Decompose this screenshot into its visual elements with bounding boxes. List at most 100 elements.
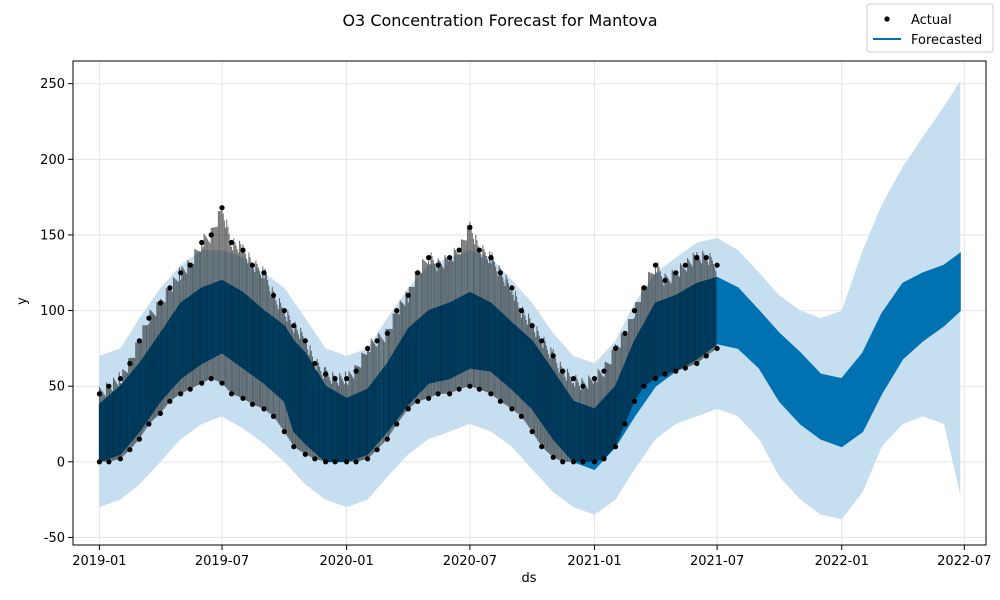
x-axis-ticks: 2019-01 2019-07 2020-01 2020-07 2021-01 2021-… — [72, 545, 991, 569]
actual-point — [96, 391, 102, 397]
actual-point — [539, 338, 545, 344]
actual-point — [570, 459, 577, 465]
actual-point — [641, 285, 647, 291]
actual-point — [509, 406, 515, 412]
x-tick-label: 2021-01 — [567, 554, 621, 569]
x-tick-label: 2019-07 — [195, 554, 249, 569]
actual-point — [435, 262, 441, 268]
actual-point — [476, 386, 482, 392]
actual-point — [456, 247, 462, 253]
actual-point — [560, 368, 566, 374]
x-tick-label: 2020-01 — [319, 554, 373, 569]
y-axis-ticks: -50 0 50 100 150 200 250 — [40, 77, 73, 546]
y-tick-label: 250 — [40, 77, 65, 92]
actual-point — [405, 406, 411, 412]
actual-point — [167, 398, 173, 404]
actual-point — [631, 308, 638, 314]
actual-point — [591, 376, 598, 382]
actual-point — [622, 330, 628, 336]
actual-point — [291, 323, 297, 329]
actual-point — [353, 368, 359, 374]
actual-point — [601, 456, 607, 462]
actual-point — [157, 410, 163, 416]
actual-point — [560, 459, 566, 465]
actual-point — [136, 338, 142, 344]
actual-point — [550, 454, 556, 460]
actual-point — [601, 368, 607, 374]
actual-point — [612, 444, 619, 450]
plot-frame — [72, 60, 987, 546]
actual-point — [426, 395, 432, 401]
actual-point — [208, 232, 214, 238]
actual-point — [529, 429, 535, 435]
actual-point — [302, 451, 308, 457]
actual-point — [673, 368, 679, 374]
actual-point — [518, 308, 525, 314]
actual-point — [178, 391, 184, 397]
actual-point — [456, 386, 462, 392]
actual-point — [631, 398, 638, 404]
actual-point — [249, 262, 256, 268]
actual-point — [394, 308, 400, 314]
actual-point — [682, 365, 688, 371]
actual-point — [703, 255, 709, 261]
actual-point — [550, 353, 556, 359]
y-tick-label: 100 — [40, 304, 65, 319]
actual-point — [106, 383, 112, 389]
actual-point — [146, 315, 152, 321]
actual-point — [117, 376, 123, 382]
actual-point — [270, 292, 277, 298]
actual-point — [106, 459, 112, 465]
actual-point — [208, 376, 214, 382]
actual-point — [662, 277, 668, 283]
y-tick-label: 150 — [40, 228, 65, 243]
actual-point — [344, 459, 350, 465]
y-tick-label: -50 — [44, 531, 65, 546]
actual-point — [146, 421, 152, 427]
actual-point — [365, 345, 371, 351]
x-tick-label: 2019-01 — [72, 554, 126, 569]
actual-point — [539, 444, 545, 450]
x-tick-label: 2022-07 — [937, 554, 991, 569]
actual-point — [384, 330, 390, 336]
actual-point — [641, 383, 647, 389]
legend-forecast-label: Forecasted — [911, 33, 982, 48]
actual-point — [344, 376, 350, 382]
y-tick-label: 200 — [40, 153, 65, 168]
actual-point — [384, 436, 390, 442]
actual-point — [136, 436, 142, 442]
actual-point — [187, 386, 193, 392]
actual-point — [127, 447, 133, 453]
x-tick-label: 2021-07 — [690, 554, 744, 569]
actual-point — [652, 262, 659, 268]
actual-point — [178, 270, 184, 276]
x-axis-label: ds — [521, 571, 536, 586]
actual-point — [405, 292, 411, 298]
actual-point — [281, 429, 287, 435]
actual-point — [662, 371, 668, 377]
actual-point — [332, 459, 338, 465]
actual-point — [467, 383, 473, 389]
actual-point — [187, 262, 193, 268]
actual-point — [157, 300, 163, 306]
actual-point — [476, 247, 482, 253]
actual-point — [323, 459, 329, 465]
actual-point — [652, 376, 659, 382]
actual-point — [240, 247, 246, 253]
actual-point — [591, 459, 598, 465]
actual-point — [394, 421, 400, 427]
actual-point — [694, 255, 700, 261]
actual-point — [228, 391, 235, 397]
actual-point — [447, 391, 453, 397]
actual-point — [332, 376, 338, 382]
actual-point — [249, 401, 256, 407]
actual-point — [240, 395, 246, 401]
legend-actual-marker — [884, 16, 890, 22]
y-tick-label: 0 — [57, 455, 65, 470]
actual-point — [488, 391, 494, 397]
actual-point — [580, 459, 586, 465]
actual-point — [219, 380, 225, 386]
legend-actual-label: Actual — [911, 13, 952, 28]
actual-point — [622, 421, 628, 427]
